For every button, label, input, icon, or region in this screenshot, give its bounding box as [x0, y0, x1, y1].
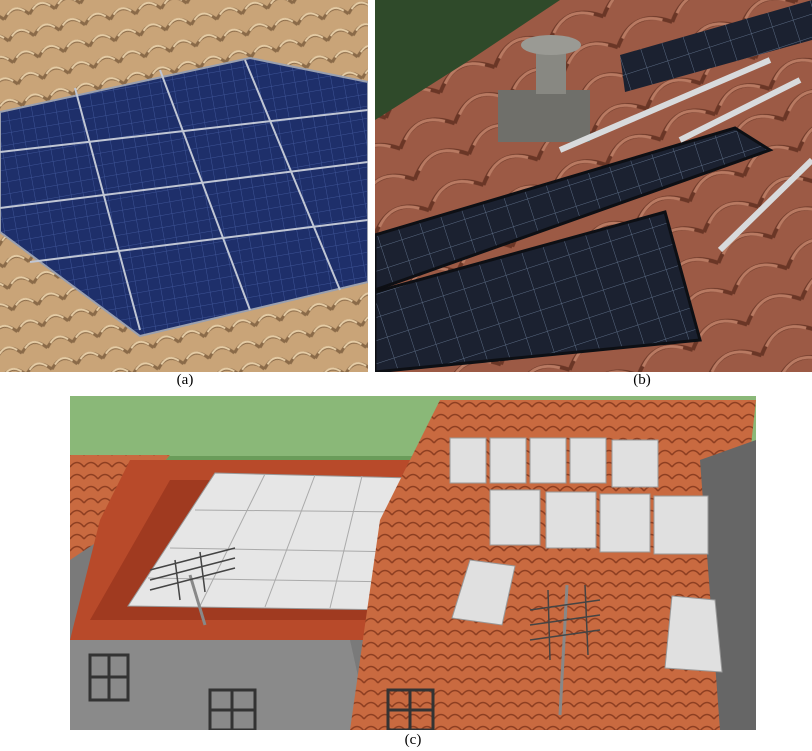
caption: (a): [176, 372, 194, 388]
caption: (c): [404, 732, 422, 748]
photo-a: [0, 0, 368, 372]
render-c: [70, 396, 756, 730]
photo-b: [375, 0, 812, 372]
caption: (b): [633, 372, 651, 388]
